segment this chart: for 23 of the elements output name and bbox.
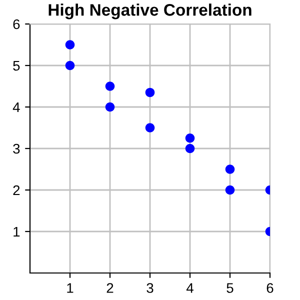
point <box>225 185 235 195</box>
point <box>185 133 195 143</box>
y-tick-label: 1 <box>14 226 20 237</box>
point <box>225 164 235 174</box>
x-tick-label: 6 <box>266 283 274 293</box>
point <box>185 144 195 154</box>
point <box>145 123 155 132</box>
x-tick-label: 3 <box>146 283 154 293</box>
y-tick-label: 6 <box>13 19 20 30</box>
x-tick-label: 1 <box>67 283 74 293</box>
x-tick-label: 4 <box>186 283 194 293</box>
point <box>145 88 155 98</box>
point <box>65 40 75 50</box>
point <box>65 60 75 70</box>
chart-title: High Negative Correlation <box>48 4 252 20</box>
y-tick-label: 4 <box>12 102 20 112</box>
y-tick-label: 3 <box>13 144 20 154</box>
x-tick-label: 5 <box>226 283 234 293</box>
y-tick-label: 5 <box>13 60 20 71</box>
point <box>105 82 115 91</box>
point <box>105 102 115 112</box>
x-tick-label: 2 <box>106 283 114 293</box>
y-tick-label: 2 <box>13 185 20 196</box>
